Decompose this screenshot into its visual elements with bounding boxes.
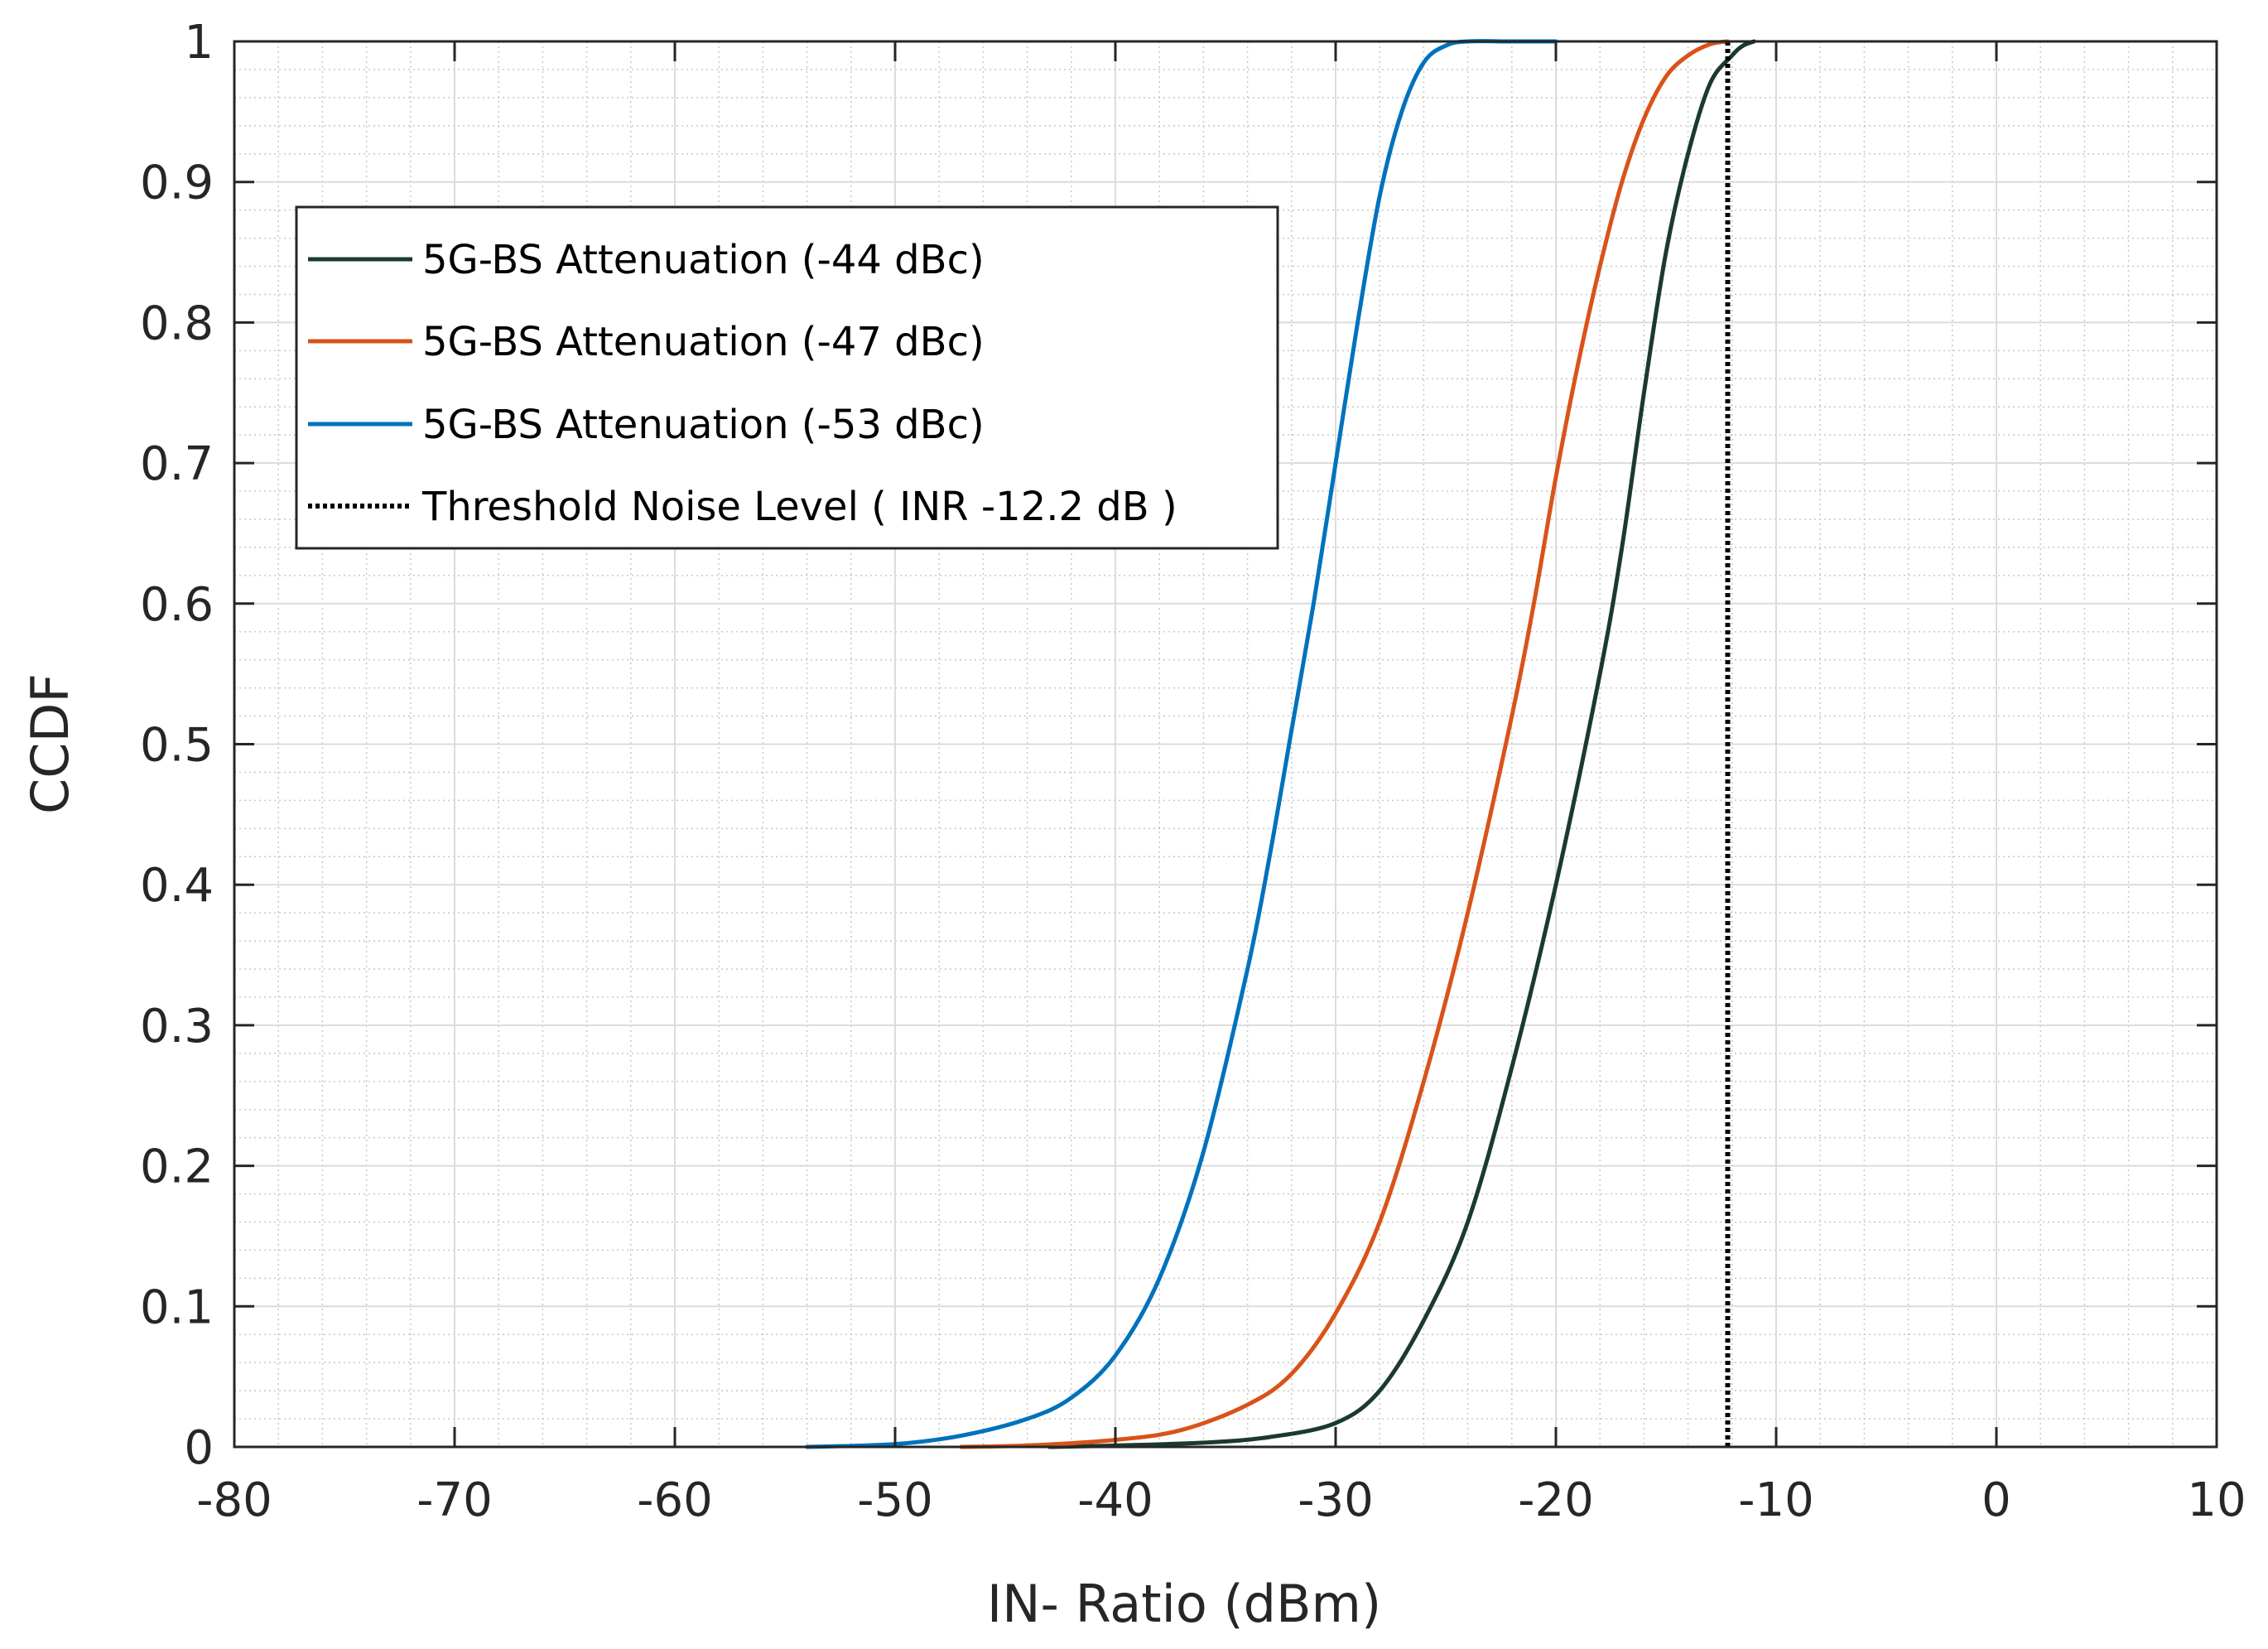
legend-label-1: 5G-BS Attenuation (-44 dBc) [422, 237, 985, 283]
y-tick-labels: 0 0.1 0.2 0.3 0.4 0.5 0.6 0.7 0.8 0.9 1 [140, 16, 214, 1475]
series-line-1 [1047, 39, 1756, 1449]
y-tick-label: 0.3 [140, 1000, 214, 1054]
legend: 5G-BS Attenuation (-44 dBc) 5G-BS Attenua… [295, 205, 1279, 550]
x-tick-label: -20 [1518, 1473, 1593, 1527]
y-tick-label: 0.2 [140, 1140, 214, 1194]
x-axis-title: IN- Ratio (dBm) [987, 1574, 1381, 1634]
y-tick-label: 1 [184, 16, 214, 70]
legend-label-3: 5G-BS Attenuation (-53 dBc) [422, 402, 985, 448]
y-tick-label: 0.8 [140, 297, 214, 350]
y-tick-label: 0 [184, 1421, 214, 1475]
y-tick-label: 0.4 [140, 859, 214, 913]
y-tick-label: 0.7 [140, 437, 214, 491]
y-axis-title: CCDF [20, 673, 80, 814]
y-tick-label: 0.1 [140, 1280, 214, 1334]
x-tick-label: -10 [1738, 1473, 1813, 1527]
x-tick-label: 10 [2187, 1473, 2246, 1527]
series-line-2 [959, 39, 1730, 1449]
legend-label-2: 5G-BS Attenuation (-47 dBc) [422, 319, 985, 365]
series-line-3 [805, 39, 1558, 1449]
y-tick-label: 0.5 [140, 719, 214, 773]
x-tick-label: 0 [1981, 1473, 2011, 1527]
x-tick-label: -30 [1298, 1473, 1373, 1527]
x-tick-label: -60 [637, 1473, 712, 1527]
legend-label-4: Threshold Noise Level ( INR -12.2 dB ) [421, 484, 1177, 530]
x-tick-label: -70 [417, 1473, 492, 1527]
legend-box [295, 205, 1279, 550]
y-tick-label: 0.9 [140, 157, 214, 210]
x-tick-label: -80 [196, 1473, 272, 1527]
x-tick-label: -40 [1077, 1473, 1153, 1527]
x-tick-labels: -80 -70 -60 -50 -40 -30 -20 -10 0 10 [196, 1473, 2246, 1527]
series-layer [805, 39, 1756, 1449]
y-tick-label: 0.6 [140, 578, 214, 632]
ticks [233, 40, 2218, 1449]
x-tick-label: -50 [857, 1473, 932, 1527]
